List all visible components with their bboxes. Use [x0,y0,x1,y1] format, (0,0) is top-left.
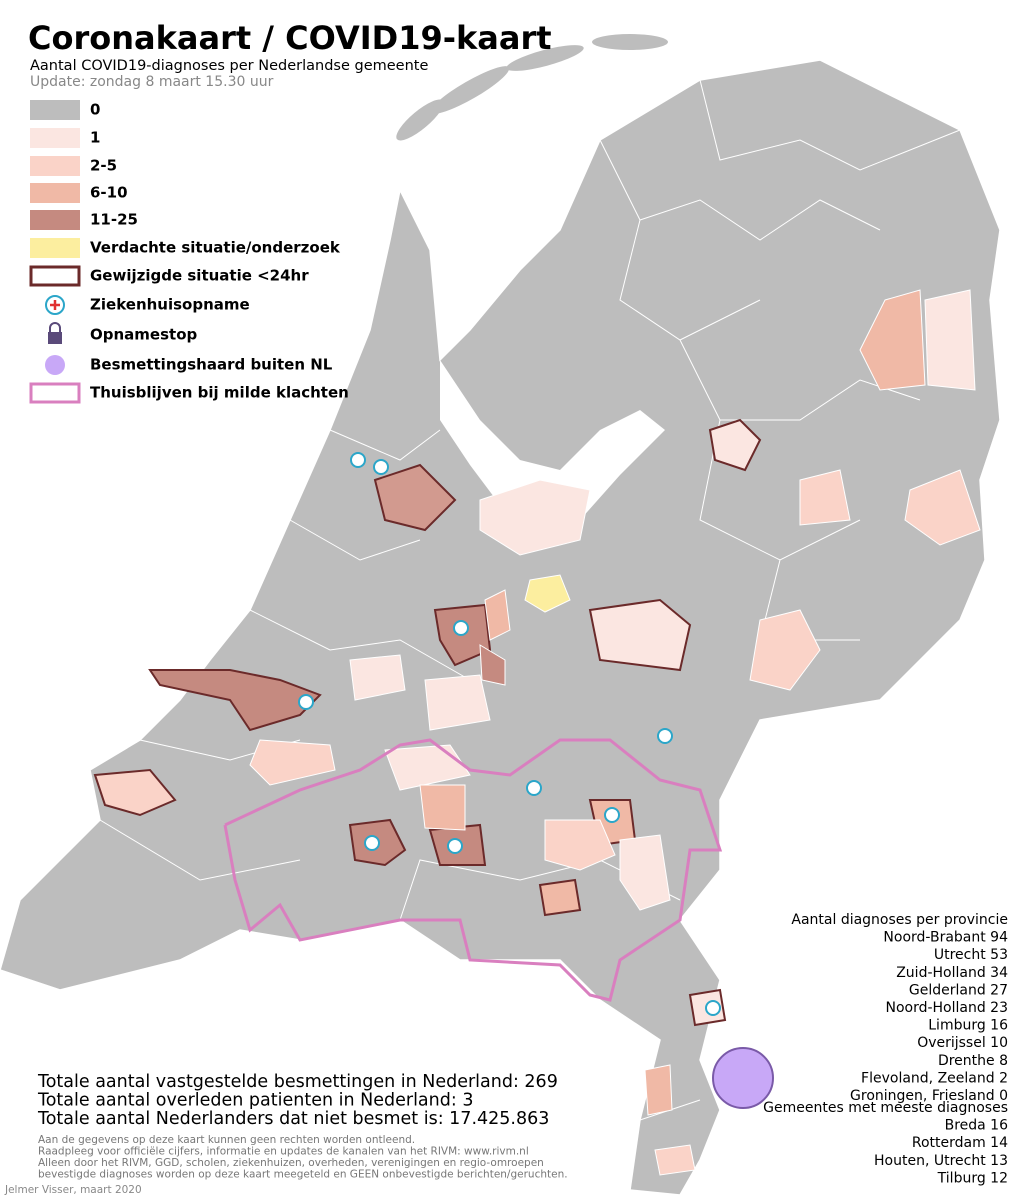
municipality-1 [588,598,692,672]
legend-label: Verdachte situatie/onderzoek [90,239,341,257]
hospital-icons [298,452,721,1016]
municipality-11-25 [373,463,457,532]
province-item: Utrecht 53 [934,947,1008,963]
island [506,45,584,71]
province-item: Gelderland 27 [909,982,1008,998]
disclaimer-line: Aan de gegevens op deze kaart kunnen gee… [38,1134,415,1146]
province-item: Zuid-Holland 34 [896,965,1008,981]
totals: Totale aantal vastgestelde besmettingen … [4,1072,568,1196]
municipality-1 [619,834,671,911]
province-item: Limburg 16 [928,1018,1008,1034]
municipality-6-10 [538,878,582,917]
municipality-item: Breda 16 [945,1118,1008,1134]
legend-swatches [29,100,81,404]
legend-label: Ziekenhuisopname [90,296,250,314]
legend-labels: 0 1 2-5 6-10 11-25 Verdachte situatie/onderzo… [90,101,349,402]
disclaimer-line: Raadpleeg voor officiële cijfers, inform… [38,1146,529,1158]
municipality-1 [708,418,762,472]
municipality-6-10 [484,589,511,641]
province-item: Drenthe 8 [938,1053,1008,1069]
municipality-2-5 [749,609,821,691]
province-item: Overijssel 10 [917,1035,1008,1051]
municipality-6-10 [859,289,926,391]
province-item: Groningen, Friesland 0 [850,1088,1008,1104]
province-item: Noord-Holland 23 [885,1000,1008,1016]
province-item: Noord-Brabant 94 [883,930,1008,946]
municipality-11-25 [148,669,322,732]
municipality-1 [349,654,406,701]
province-heading: Aantal diagnoses per provincie [791,912,1008,928]
total-line: Totale aantal vastgestelde besmettingen … [37,1072,558,1092]
legend-label: Thuisblijven bij milde klachten [90,384,349,402]
municipality-2-5 [249,739,336,786]
stay-home-zone [223,738,723,1002]
municipality-6-10 [644,1064,673,1116]
municipality-suspected [524,574,571,613]
disclaimer-line: bevestigde diagnoses worden op deze kaar… [38,1169,568,1181]
municipality-1 [924,289,976,391]
legend-label: 2-5 [90,157,117,175]
disclaimer-line: Alleen door het RIVM, GGD, scholen, ziek… [38,1157,544,1169]
map [0,34,1001,1196]
municipality-11-25 [479,644,506,686]
municipality-item: Houten, Utrecht 13 [874,1153,1008,1169]
municipality-2-5 [654,1144,696,1176]
legend-label: Besmettingshaard buiten NL [90,356,333,374]
title: Coronakaart / COVID19-kaart [28,19,552,57]
municipality-2-5 [544,819,616,871]
legend-label: Gewijzigde situatie <24hr [90,267,309,285]
legend-label: 1 [90,129,100,147]
legend-label: 0 [90,101,100,119]
municipality-1 [424,674,491,731]
municipality-6-10 [419,784,466,831]
municipality-2-5 [904,469,981,546]
island [592,34,668,50]
municipality-2-5 [799,469,851,526]
province-item: Flevoland, Zeeland 2 [861,1070,1008,1086]
island [430,66,510,114]
total-line: Totale aantal Nederlanders dat niet besm… [37,1109,549,1129]
legend-label: Opnamestop [90,326,197,344]
stats-lists: Aantal diagnoses per provincie Noord-Brab… [763,912,1008,1186]
credit: Jelmer Visser, maart 2020 [4,1184,142,1196]
update: Update: zondag 8 maart 15.30 uur [30,74,274,90]
subtitle: Aantal COVID19-diagnoses per Nederlandse… [30,58,428,74]
municipality-item: Rotterdam 14 [912,1135,1008,1151]
legend-label: 11-25 [90,211,138,229]
total-line: Totale aantal overleden patienten in Ned… [37,1091,473,1111]
municipality-1 [479,479,591,556]
outbreak-abroad [712,1047,774,1109]
municipality-item: Tilburg 12 [937,1170,1008,1186]
municipality-1 [384,744,471,791]
municipality-2-5 [93,768,177,817]
legend-label: 6-10 [90,184,128,202]
municipality-heading: Gemeentes met meeste diagnoses [763,1100,1008,1116]
